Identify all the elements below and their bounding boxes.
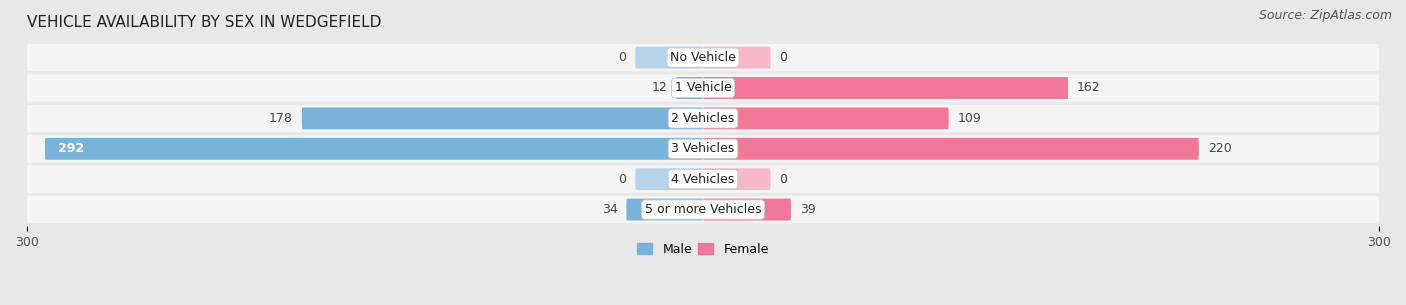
FancyBboxPatch shape bbox=[27, 196, 1379, 223]
Text: 292: 292 bbox=[59, 142, 84, 155]
Text: 0: 0 bbox=[779, 173, 787, 186]
FancyBboxPatch shape bbox=[703, 77, 1069, 99]
FancyBboxPatch shape bbox=[27, 105, 1379, 132]
Text: 162: 162 bbox=[1077, 81, 1101, 95]
FancyBboxPatch shape bbox=[27, 135, 1379, 163]
FancyBboxPatch shape bbox=[676, 77, 703, 99]
Text: 39: 39 bbox=[800, 203, 815, 216]
FancyBboxPatch shape bbox=[703, 107, 949, 129]
Text: 12: 12 bbox=[651, 81, 666, 95]
Text: 2 Vehicles: 2 Vehicles bbox=[672, 112, 734, 125]
Text: 109: 109 bbox=[957, 112, 981, 125]
FancyBboxPatch shape bbox=[636, 47, 703, 69]
Text: 5 or more Vehicles: 5 or more Vehicles bbox=[645, 203, 761, 216]
Text: 0: 0 bbox=[619, 173, 627, 186]
Text: Source: ZipAtlas.com: Source: ZipAtlas.com bbox=[1258, 9, 1392, 22]
FancyBboxPatch shape bbox=[703, 168, 770, 190]
FancyBboxPatch shape bbox=[636, 168, 703, 190]
Text: 1 Vehicle: 1 Vehicle bbox=[675, 81, 731, 95]
FancyBboxPatch shape bbox=[627, 199, 703, 221]
Text: 0: 0 bbox=[779, 51, 787, 64]
FancyBboxPatch shape bbox=[703, 47, 770, 69]
Text: 220: 220 bbox=[1208, 142, 1232, 155]
FancyBboxPatch shape bbox=[302, 107, 703, 129]
FancyBboxPatch shape bbox=[27, 166, 1379, 193]
FancyBboxPatch shape bbox=[703, 138, 1199, 160]
Text: 178: 178 bbox=[269, 112, 292, 125]
Text: 4 Vehicles: 4 Vehicles bbox=[672, 173, 734, 186]
Text: 0: 0 bbox=[619, 51, 627, 64]
FancyBboxPatch shape bbox=[703, 199, 792, 221]
FancyBboxPatch shape bbox=[27, 44, 1379, 71]
Legend: Male, Female: Male, Female bbox=[633, 238, 773, 261]
FancyBboxPatch shape bbox=[27, 74, 1379, 102]
Text: 34: 34 bbox=[602, 203, 617, 216]
Text: VEHICLE AVAILABILITY BY SEX IN WEDGEFIELD: VEHICLE AVAILABILITY BY SEX IN WEDGEFIEL… bbox=[27, 15, 381, 30]
FancyBboxPatch shape bbox=[45, 138, 703, 160]
Text: No Vehicle: No Vehicle bbox=[671, 51, 735, 64]
Text: 3 Vehicles: 3 Vehicles bbox=[672, 142, 734, 155]
